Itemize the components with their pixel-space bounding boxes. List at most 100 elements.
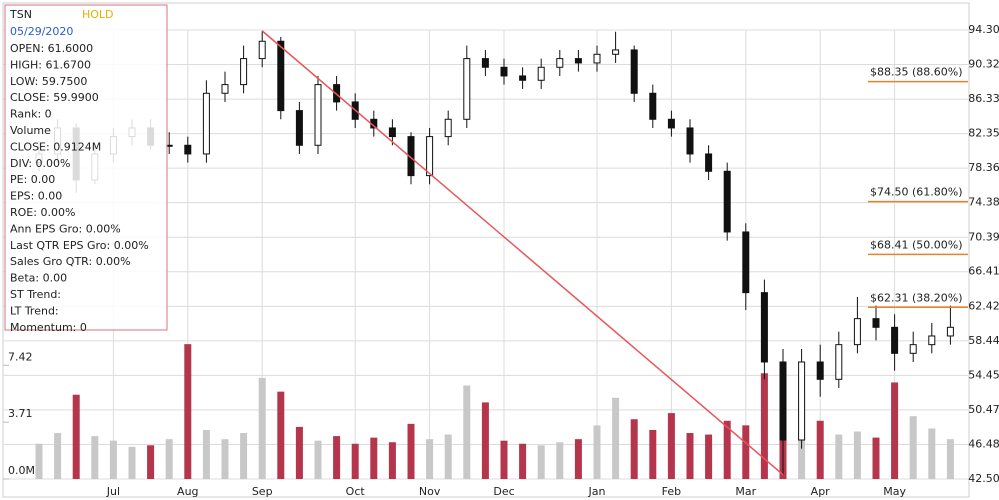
volume-bar <box>426 439 434 479</box>
candle-body <box>221 84 229 94</box>
volume-bar <box>481 402 489 479</box>
volume-bar <box>816 420 824 479</box>
y-tick-label: 46.48 <box>968 438 999 451</box>
volume-bar <box>537 445 545 479</box>
y-tick-label: 78.36 <box>968 161 999 174</box>
candle-body <box>760 292 768 363</box>
overlays: $88.35 (88.60%) $74.50 (61.80%) $68.41 (50… <box>261 30 968 476</box>
x-tick-label: Apr <box>811 485 831 498</box>
volume-bar <box>556 442 564 479</box>
info-line: LOW: 59.7500 <box>10 75 87 88</box>
x-tick-label: Jul <box>106 485 120 498</box>
y2-tick-label: 3.71 <box>8 407 33 420</box>
candles <box>35 30 954 475</box>
volume-bar <box>519 443 527 479</box>
candle-body <box>537 66 545 81</box>
volume-bar <box>35 443 43 479</box>
candle-body <box>798 361 806 441</box>
candle-body <box>928 335 936 346</box>
candle-body <box>314 84 322 146</box>
candle-body <box>612 49 620 55</box>
volume-bar <box>630 419 638 479</box>
volume-bar <box>928 428 936 479</box>
y2-tick-label: 7.42 <box>8 350 33 363</box>
candle-body <box>202 92 210 155</box>
candle-body <box>258 40 266 60</box>
x-tick-label: Feb <box>662 485 681 498</box>
volume-bar <box>686 433 694 479</box>
volume-bar <box>147 445 155 479</box>
info-line: Rank: 0 <box>10 108 52 121</box>
candle-body <box>686 127 694 155</box>
volume-bar <box>835 434 843 479</box>
volume-bar <box>165 439 173 479</box>
plot-frame <box>2 2 970 498</box>
fib-label: $62.31 (38.20%) <box>870 291 963 304</box>
volume-bar <box>295 426 303 479</box>
volume-bar <box>202 429 210 479</box>
candle-body <box>593 53 601 64</box>
rating: HOLD <box>82 8 114 21</box>
candle-body <box>742 231 750 294</box>
info-line: Momentum: 0 <box>10 321 87 334</box>
x-tick-label: Dec <box>493 485 514 498</box>
info-line: Beta: 0.00 <box>10 272 67 285</box>
y2-tick-label: 0.0M <box>8 464 35 477</box>
candle-body <box>500 66 508 77</box>
candle-body <box>333 84 341 103</box>
candle-body <box>407 136 415 177</box>
y-tick-label: 66.41 <box>968 265 999 278</box>
info-line: Ann EPS Gro: 0.00% <box>10 222 121 235</box>
volume-bar <box>388 442 396 479</box>
volume-bars <box>35 344 954 479</box>
date: 05/29/2020 <box>10 25 73 38</box>
volume-bar <box>500 440 508 479</box>
volume-bar <box>221 439 229 479</box>
info-line: EPS: 0.00 <box>10 190 62 203</box>
y-tick-label: 54.45 <box>968 368 999 381</box>
candle-body <box>277 40 285 112</box>
volume-bar <box>909 416 917 479</box>
candle-body <box>388 127 396 138</box>
volume-bar <box>723 420 731 479</box>
info-line: CLOSE: 0.9124M <box>10 140 101 153</box>
fib-label: $88.35 (88.60%) <box>870 66 963 79</box>
x-tick-label: Jan <box>588 485 606 498</box>
candle-body <box>705 153 713 172</box>
volume-bar <box>853 431 861 479</box>
candle-body <box>630 49 638 94</box>
y-tick-label: 42.50 <box>968 472 999 485</box>
volume-bar <box>258 377 266 479</box>
candle-body <box>444 118 452 138</box>
candle-body <box>295 110 303 146</box>
x-tick-label: May <box>883 485 906 498</box>
volume-bar <box>444 434 452 479</box>
volume-bar <box>128 446 136 479</box>
volume-bar <box>351 443 359 479</box>
volume-bar <box>407 423 415 479</box>
candle-body <box>519 75 527 81</box>
candle-body <box>649 92 657 120</box>
info-panel: TSN HOLD 05/29/2020 OPEN: 61.6000 HIGH: 6… <box>4 4 168 334</box>
info-line: LT Trend: <box>10 304 59 317</box>
fib-label: $74.50 (61.80%) <box>870 186 963 199</box>
info-panel-box <box>4 4 168 331</box>
volume-bar <box>667 413 675 479</box>
info-line: CLOSE: 59.9900 <box>10 91 99 104</box>
volume-bar <box>333 436 341 479</box>
x-tick-label: Mar <box>735 485 756 498</box>
y-tick-label: 82.35 <box>968 127 999 140</box>
volume-bar <box>109 440 117 479</box>
x-tick-label: Oct <box>346 485 366 498</box>
y-tick-label: 86.33 <box>968 92 999 105</box>
candle-body <box>481 58 489 68</box>
volume-bar <box>463 385 471 479</box>
candle-body <box>853 318 861 346</box>
volume-bar <box>612 397 620 479</box>
candle-body <box>426 136 434 177</box>
info-line: ROE: 0.00% <box>10 206 75 219</box>
candle-body <box>816 361 824 380</box>
info-line: Sales Gro QTR: 0.00% <box>10 255 131 268</box>
y-tick-label: 62.42 <box>968 299 999 312</box>
